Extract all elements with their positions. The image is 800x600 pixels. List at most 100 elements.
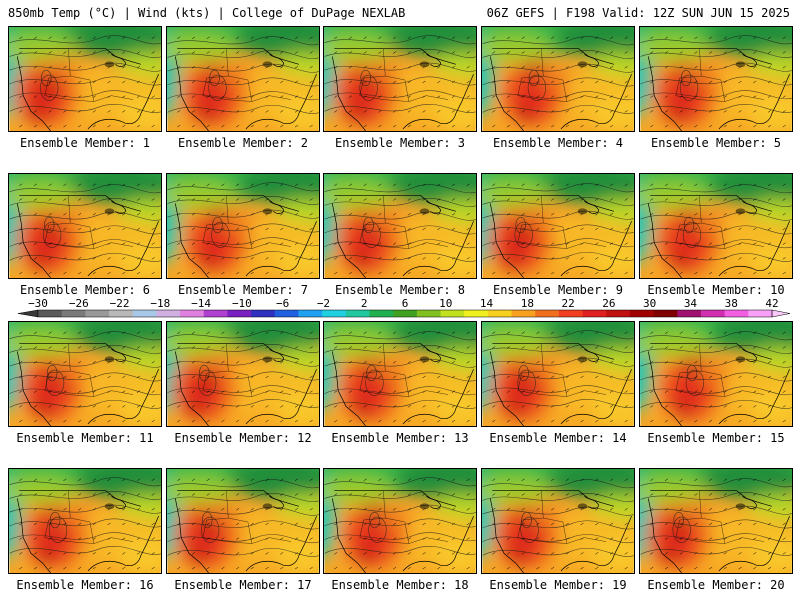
colorbar-tick-label: 14 [480, 298, 494, 310]
ensemble-member-panel [166, 321, 320, 427]
ensemble-member-panel [481, 26, 635, 132]
map-title: 850mb Temp (°C) | Wind (kts) | College o… [8, 6, 406, 20]
colorbar-swatch [487, 310, 513, 317]
colorbar-tick-label: −18 [150, 298, 170, 310]
ensemble-member-panel [8, 468, 162, 574]
colorbar-tick-label: 26 [602, 298, 615, 310]
temperature-map [8, 321, 162, 427]
colorbar-tick-label: 10 [439, 298, 452, 310]
colorbar-tick-label: −14 [191, 298, 211, 310]
colorbar-tick-label: −10 [232, 298, 252, 310]
colorbar-tick-label: −2 [317, 298, 330, 310]
ensemble-member-panel [639, 468, 793, 574]
ensemble-member-panel [166, 468, 320, 574]
run-valid-time: 06Z GEFS | F198 Valid: 12Z SUN JUN 15 20… [486, 6, 790, 20]
ensemble-member-label: Ensemble Member: 9 [492, 283, 624, 297]
temperature-map [481, 321, 635, 427]
colorbar-tick-label: −26 [69, 298, 89, 310]
colorbar-tick-label: 42 [765, 298, 778, 310]
colorbar-tick-label: 34 [684, 298, 698, 310]
ensemble-member-label: Ensemble Member: 13 [331, 431, 469, 445]
temperature-map [323, 173, 477, 279]
colorbar-swatch [464, 310, 489, 317]
colorbar-swatch [251, 310, 276, 317]
ensemble-member-label: Ensemble Member: 20 [647, 578, 785, 592]
ensemble-member-label: Ensemble Member: 11 [16, 431, 154, 445]
colorbar-swatch [322, 310, 347, 317]
colorbar-swatch [440, 310, 465, 317]
temperature-map [639, 173, 793, 279]
temperature-map [8, 26, 162, 132]
colorbar-swatch [61, 310, 86, 317]
colorbar-swatch [345, 310, 370, 317]
temperature-map [639, 321, 793, 427]
ensemble-member-label: Ensemble Member: 7 [177, 283, 309, 297]
colorbar-swatch [109, 310, 134, 317]
colorbar-tick-label: −6 [276, 298, 289, 310]
ensemble-member-panel [481, 468, 635, 574]
colorbar-swatch [227, 310, 252, 317]
colorbar-swatch [582, 310, 607, 317]
colorbar-swatch [393, 310, 418, 317]
ensemble-member-label: Ensemble Member: 5 [650, 136, 782, 150]
colorbar-swatch [274, 310, 299, 317]
temperature-map [166, 26, 320, 132]
ensemble-member-label: Ensemble Member: 12 [174, 431, 312, 445]
colorbar-swatch [535, 310, 560, 317]
temperature-map [323, 468, 477, 574]
colorbar-swatch [700, 310, 726, 317]
colorbar-swatch [38, 310, 63, 317]
ensemble-member-panel [8, 321, 162, 427]
colorbar-swatch [558, 310, 584, 317]
temperature-map [481, 173, 635, 279]
temperature-map [639, 468, 793, 574]
temperature-map [481, 468, 635, 574]
ensemble-member-label: Ensemble Member: 17 [174, 578, 312, 592]
colorbar-swatch [298, 310, 323, 317]
ensemble-member-label: Ensemble Member: 6 [19, 283, 151, 297]
temperature-map [8, 468, 162, 574]
colorbar-swatch [132, 310, 157, 317]
ensemble-member-panel [8, 173, 162, 279]
ensemble-member-label: Ensemble Member: 3 [334, 136, 466, 150]
colorbar-swatch [606, 310, 631, 317]
colorbar-swatch [156, 310, 181, 317]
ensemble-member-label: Ensemble Member: 4 [492, 136, 624, 150]
ensemble-member-label: Ensemble Member: 2 [177, 136, 309, 150]
temperature-map [323, 321, 477, 427]
ensemble-member-panel [323, 321, 477, 427]
colorbar-tick-label: 18 [521, 298, 534, 310]
ensemble-member-panel [323, 468, 477, 574]
temperature-map [481, 26, 635, 132]
ensemble-member-panel [8, 26, 162, 132]
ensemble-member-label: Ensemble Member: 14 [489, 431, 627, 445]
colorbar-tick-label: 6 [402, 298, 409, 310]
temperature-map [166, 468, 320, 574]
ensemble-member-panel [481, 321, 635, 427]
colorbar-swatch [416, 310, 442, 317]
ensemble-member-panel [323, 173, 477, 279]
temperature-map [639, 26, 793, 132]
ensemble-member-panel [166, 173, 320, 279]
colorbar-tick-label: 2 [361, 298, 368, 310]
colorbar-swatch [629, 310, 655, 317]
colorbar-swatch [203, 310, 228, 317]
colorbar-tick-label: 30 [643, 298, 656, 310]
ensemble-member-label: Ensemble Member: 10 [647, 283, 785, 297]
temperature-map [8, 173, 162, 279]
colorbar-swatch [180, 310, 205, 317]
colorbar-tick-label: −30 [28, 298, 48, 310]
ensemble-member-label: Ensemble Member: 1 [19, 136, 151, 150]
colorbar-swatch [369, 310, 394, 317]
ensemble-member-panel [166, 26, 320, 132]
temperature-map [166, 173, 320, 279]
ensemble-member-label: Ensemble Member: 16 [16, 578, 154, 592]
ensemble-member-label: Ensemble Member: 18 [331, 578, 469, 592]
ensemble-member-panel [639, 26, 793, 132]
ensemble-member-label: Ensemble Member: 15 [647, 431, 785, 445]
colorbar-swatch [511, 310, 536, 317]
colorbar-tick-label: −22 [110, 298, 130, 310]
temperature-map [166, 321, 320, 427]
ensemble-member-panel [639, 321, 793, 427]
colorbar-swatch [653, 310, 678, 317]
